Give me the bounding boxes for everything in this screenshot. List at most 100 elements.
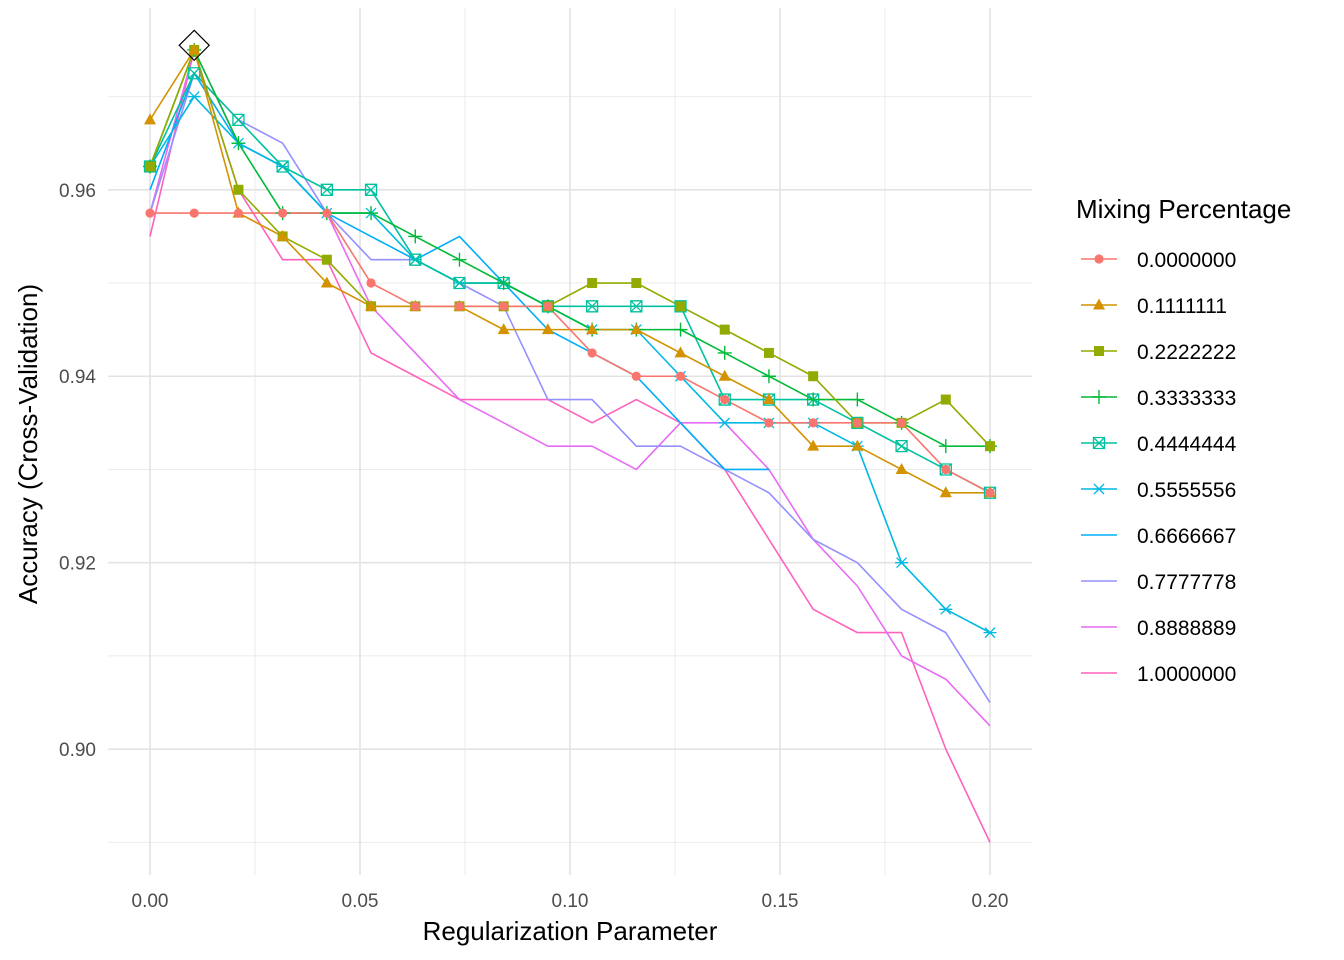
data-point-0.2222222 bbox=[719, 324, 730, 335]
data-point-0.1111111 bbox=[630, 323, 643, 335]
data-point-0.1111111 bbox=[939, 486, 952, 498]
series-line-1.0000000 bbox=[149, 49, 991, 843]
data-point-0.4444444 bbox=[232, 113, 245, 127]
legend-item: 0.8888889 bbox=[1081, 617, 1236, 640]
series-line-0.0000000 bbox=[150, 212, 991, 494]
data-point-0.5555556 bbox=[187, 91, 201, 103]
data-point-0.4444444 bbox=[364, 183, 378, 196]
legend-key-marker bbox=[1092, 436, 1106, 450]
x-axis-title: Regularization Parameter bbox=[423, 916, 718, 946]
data-point-0.3333333 bbox=[364, 206, 379, 221]
data-point-0.0000000 bbox=[322, 208, 332, 218]
legend-label: 0.0000000 bbox=[1137, 249, 1236, 272]
data-point-0.0000000 bbox=[764, 418, 774, 428]
data-point-0.1111111 bbox=[365, 299, 378, 311]
legend-key-marker bbox=[1092, 483, 1106, 495]
data-point-0.3333333 bbox=[452, 252, 467, 267]
legend-item: 1.0000000 bbox=[1081, 663, 1236, 686]
data-point-0.0000000 bbox=[454, 301, 465, 311]
legend-title: Mixing Percentage bbox=[1076, 194, 1291, 224]
x-tick-label: 0.15 bbox=[762, 891, 799, 912]
legend-item: 0.5555556 bbox=[1081, 479, 1236, 502]
data-point-0.1111111 bbox=[895, 462, 908, 474]
legend-label: 1.0000000 bbox=[1137, 663, 1236, 686]
legend-key-marker bbox=[1093, 298, 1105, 310]
data-point-0.4444444 bbox=[585, 300, 599, 313]
data-point-0.0000000 bbox=[720, 394, 730, 405]
data-point-0.0000000 bbox=[675, 371, 686, 381]
data-point-0.0000000 bbox=[587, 348, 597, 358]
data-point-0.1111111 bbox=[718, 369, 731, 381]
x-tick-label: 0.20 bbox=[972, 891, 1009, 912]
data-point-0.4444444 bbox=[320, 183, 333, 196]
legend-item: 0.7777778 bbox=[1081, 571, 1236, 594]
data-point-0.2222222 bbox=[940, 394, 951, 405]
data-point-0.0000000 bbox=[631, 371, 641, 381]
data-point-0.4444444 bbox=[453, 276, 466, 290]
legend-label: 0.1111111 bbox=[1137, 295, 1227, 318]
data-point-0.1111111 bbox=[762, 393, 775, 405]
data-point-0.3333333 bbox=[761, 369, 776, 384]
series-line-0.7777778 bbox=[149, 72, 991, 703]
data-point-0.3333333 bbox=[717, 345, 732, 360]
legend-items: 0.0000000 0.1111111 0.2222222 0.3333333 0.44… bbox=[1081, 249, 1237, 686]
legend-item: 0.0000000 bbox=[1081, 249, 1236, 272]
legend-item: 0.1111111 bbox=[1081, 295, 1227, 318]
data-point-0.0000000 bbox=[543, 301, 553, 311]
data-point-0.3333333 bbox=[231, 136, 246, 151]
legend-key-marker bbox=[1092, 390, 1106, 404]
series-line-0.2222222 bbox=[149, 49, 991, 447]
y-axis-title: Accuracy (Cross-Validation) bbox=[13, 284, 43, 604]
data-point-0.2222222 bbox=[631, 278, 642, 289]
data-point-0.0000000 bbox=[366, 278, 376, 288]
data-point-0.1111111 bbox=[188, 43, 201, 55]
legend-item: 0.4444444 bbox=[1081, 433, 1237, 456]
legend-item: 0.6666667 bbox=[1081, 525, 1236, 548]
data-point-0.5555556 bbox=[983, 627, 997, 639]
y-tick-label: 0.92 bbox=[59, 554, 96, 575]
data-point-0.2222222 bbox=[321, 254, 332, 265]
data-point-0.1111111 bbox=[807, 439, 820, 451]
data-point-0.4444444 bbox=[188, 67, 201, 80]
data-point-0.5555556 bbox=[939, 603, 953, 615]
data-point-0.3333333 bbox=[496, 276, 511, 291]
legend-label: 0.7777778 bbox=[1137, 571, 1236, 594]
data-point-0.0000000 bbox=[233, 208, 244, 218]
legend-label: 0.6666667 bbox=[1137, 525, 1236, 548]
best-point-diamond bbox=[178, 29, 211, 62]
legend-label: 0.8888889 bbox=[1137, 617, 1236, 640]
data-point-0.1111111 bbox=[497, 323, 510, 335]
data-point-0.1111111 bbox=[674, 346, 687, 358]
data-point-0.2222222 bbox=[233, 184, 244, 195]
legend-label: 0.5555556 bbox=[1137, 479, 1236, 502]
data-point-0.4444444 bbox=[630, 300, 643, 313]
y-tick-label: 0.96 bbox=[59, 181, 96, 202]
y-tick-label: 0.94 bbox=[59, 367, 96, 388]
data-point-0.0000000 bbox=[852, 418, 862, 428]
data-point-0.4444444 bbox=[409, 253, 422, 266]
legend-label: 0.4444444 bbox=[1137, 433, 1237, 456]
data-point-0.1111111 bbox=[276, 229, 289, 241]
y-axis-ticks: 0.90 0.92 0.94 0.96 bbox=[59, 181, 96, 761]
data-point-0.0000000 bbox=[985, 488, 995, 498]
data-point-0.2222222 bbox=[145, 161, 155, 172]
data-point-0.0000000 bbox=[145, 208, 155, 218]
legend-label: 0.2222222 bbox=[1137, 341, 1236, 364]
series-markers bbox=[143, 29, 997, 639]
data-point-0.0000000 bbox=[278, 208, 288, 218]
legend-item: 0.2222222 bbox=[1081, 341, 1236, 364]
legend: Mixing Percentage 0.0000000 0.1111111 0.22… bbox=[1076, 194, 1291, 686]
y-tick-label: 0.90 bbox=[59, 740, 96, 761]
data-point-0.2222222 bbox=[587, 278, 598, 289]
data-point-0.0000000 bbox=[499, 301, 509, 311]
data-point-0.2222222 bbox=[675, 301, 686, 312]
data-point-0.1111111 bbox=[320, 276, 333, 288]
data-point-0.2222222 bbox=[985, 441, 995, 452]
data-point-0.1111111 bbox=[586, 323, 599, 335]
legend-item: 0.3333333 bbox=[1081, 387, 1236, 410]
data-point-0.2222222 bbox=[808, 371, 819, 382]
data-point-0.0000000 bbox=[896, 418, 907, 428]
data-point-0.3333333 bbox=[408, 229, 423, 244]
data-point-0.1111111 bbox=[541, 323, 554, 335]
